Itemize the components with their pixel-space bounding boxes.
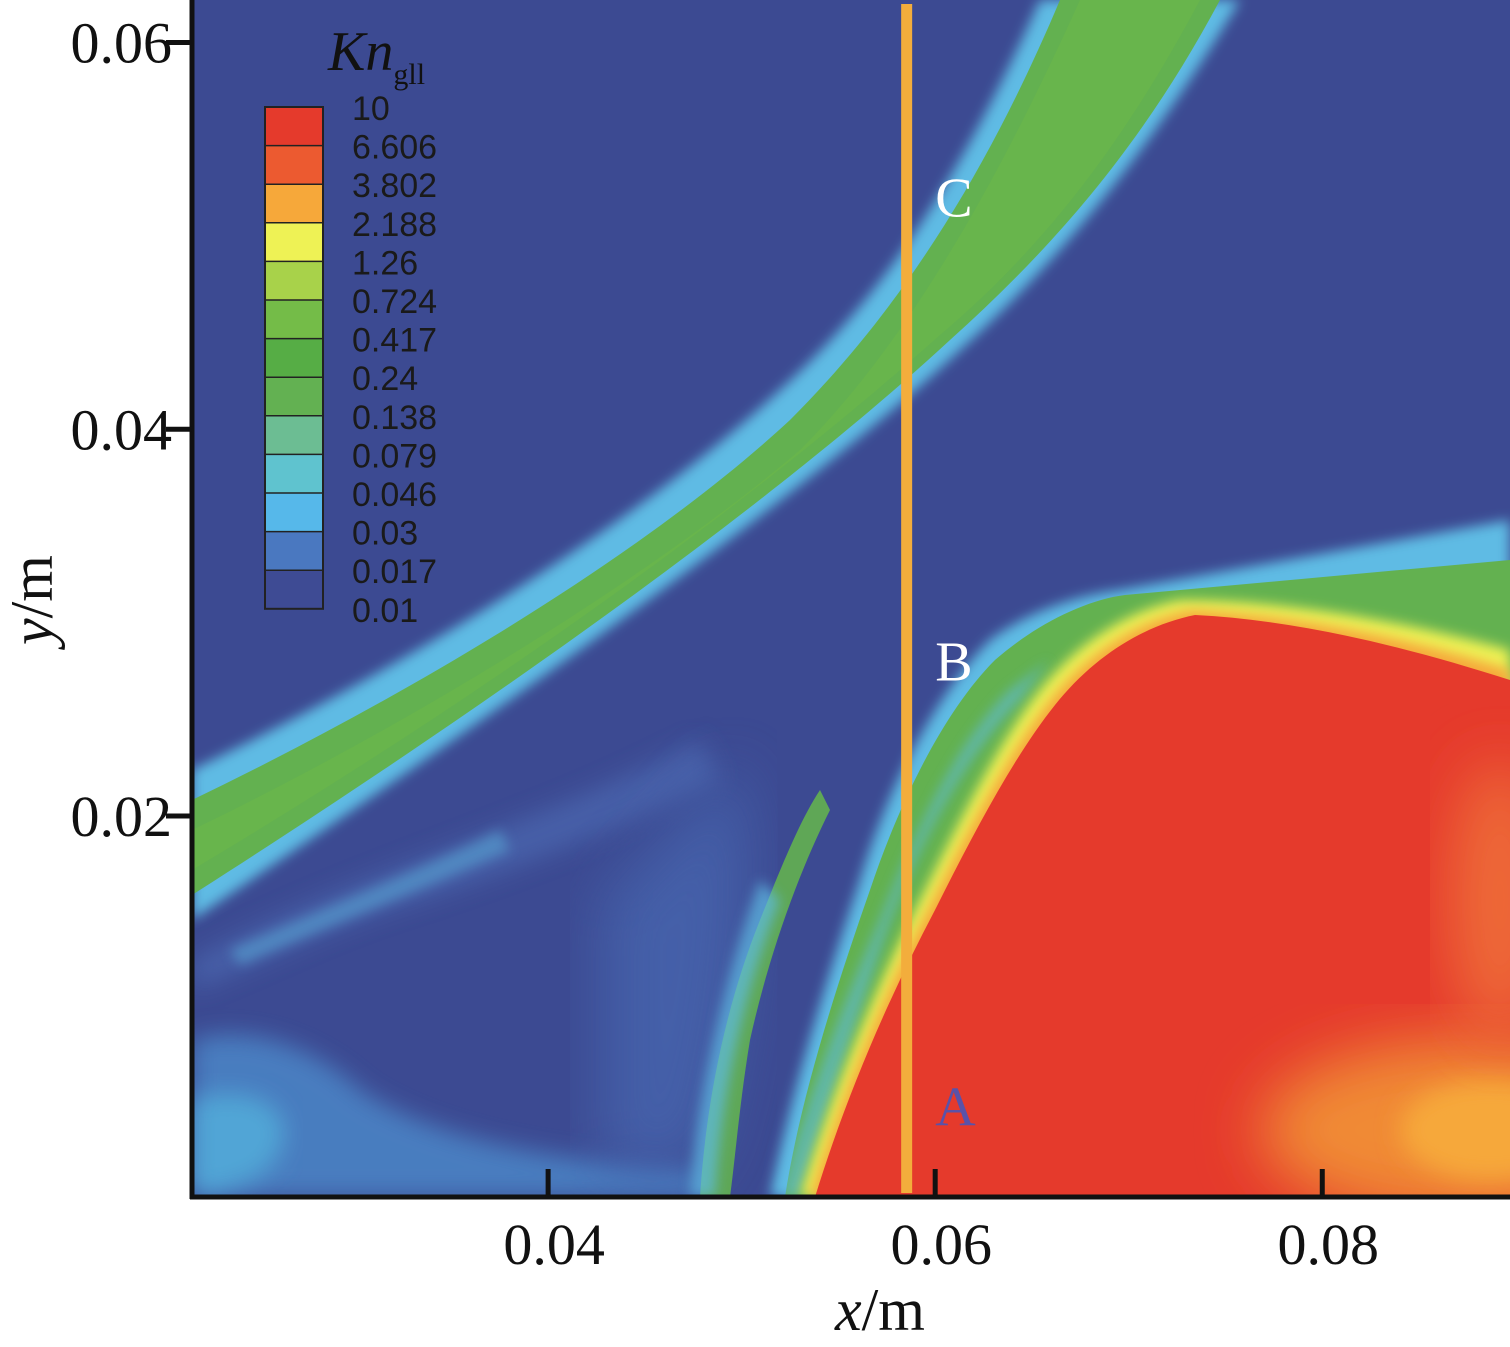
legend-label-3: 2.188	[352, 206, 437, 244]
legend-label-13: 0.01	[352, 592, 418, 630]
legend-label-1: 6.606	[352, 129, 437, 167]
y-axis-title: y/m	[0, 555, 65, 651]
legend-swatch-5	[265, 300, 323, 339]
legend-swatch-1	[265, 145, 323, 185]
legend-label-5: 0.724	[352, 283, 437, 321]
legend-label-12: 0.017	[352, 553, 437, 591]
legend-label-4: 1.26	[352, 244, 418, 282]
legend-title-sub: gll	[393, 58, 425, 91]
y-axis-unit: /m	[0, 555, 65, 618]
legend-swatch-3	[265, 222, 323, 262]
point-label-c: C	[935, 168, 972, 230]
legend-frame	[264, 106, 324, 610]
oblique-shock-band	[192, 0, 1240, 920]
hot-zone-right	[1450, 760, 1510, 1040]
legend-swatch-9	[265, 454, 323, 493]
x-ticks: 0.04 0.06 0.08	[503, 1169, 1379, 1277]
legend-label-2: 3.802	[352, 167, 437, 205]
y-ticks: 0.02 0.04 0.06	[71, 11, 192, 849]
point-annotations: A B C	[935, 168, 976, 1139]
legend-swatch-11	[265, 531, 323, 571]
y-axis-var: y	[0, 618, 65, 651]
y-tick-label-2: 0.06	[71, 11, 173, 76]
legend-swatches	[264, 106, 324, 610]
legend-swatch-4	[265, 261, 323, 300]
legend-swatch-10	[265, 493, 323, 532]
x-tick-label-0: 0.04	[503, 1212, 605, 1277]
legend-title-main: Kn	[327, 21, 393, 83]
bow-shock-region	[690, 520, 1510, 1197]
probe-line	[901, 4, 913, 1193]
legend-swatch-0	[265, 107, 323, 146]
legend-swatch-2	[265, 184, 323, 223]
knudsen-contour-field	[192, 0, 1510, 1197]
legend-swatch-8	[265, 415, 323, 455]
point-label-a: A	[935, 1076, 976, 1138]
legend-label-7: 0.24	[352, 360, 418, 398]
legend-label-6: 0.417	[352, 322, 437, 360]
axes: 0.04 0.06 0.08 0.02 0.04 0.06	[71, 0, 1510, 1277]
legend-label-9: 0.079	[352, 437, 437, 475]
y-tick-label-0: 0.02	[71, 784, 173, 849]
x-tick-label-2: 0.08	[1278, 1212, 1380, 1277]
x-axis-title: x/m	[834, 1277, 925, 1343]
legend-label-11: 0.03	[352, 515, 418, 553]
y-tick-label-1: 0.04	[71, 397, 173, 462]
color-legend: Kngll 106.6063.8022.1881.260.7240.4170.2…	[264, 21, 437, 630]
point-label-b: B	[935, 632, 972, 694]
legend-title: Kngll	[327, 21, 425, 91]
legend-swatch-6	[265, 338, 323, 378]
legend-label-8: 0.138	[352, 399, 437, 437]
legend-swatch-7	[265, 377, 323, 416]
x-tick-label-1: 0.06	[890, 1212, 992, 1277]
x-axis-unit: /m	[862, 1277, 925, 1343]
legend-swatch-12	[265, 570, 323, 609]
legend-labels: 106.6063.8022.1881.260.7240.4170.240.138…	[352, 90, 437, 630]
x-axis-var: x	[834, 1277, 862, 1343]
legend-label-10: 0.046	[352, 476, 437, 514]
legend-label-0: 10	[352, 90, 390, 128]
